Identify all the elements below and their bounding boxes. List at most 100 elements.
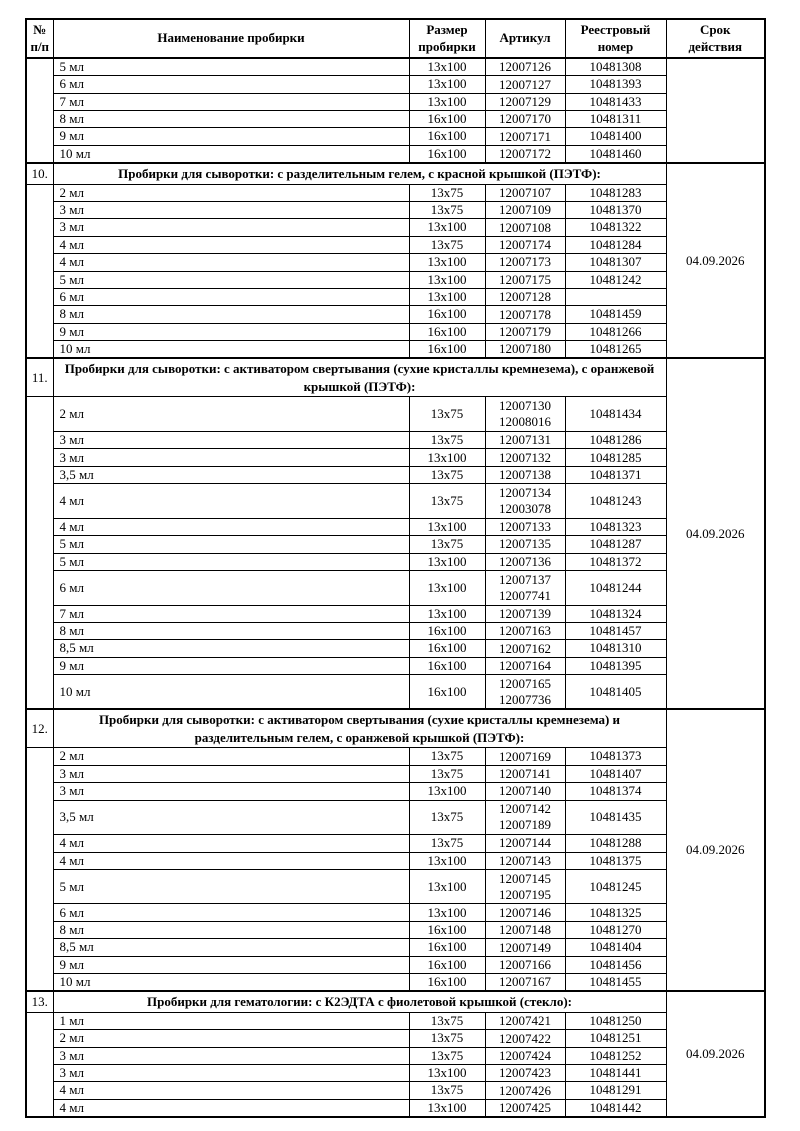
tube-size-cell: 13x100 bbox=[408, 903, 486, 922]
col-header-registry: Реестровый номер bbox=[564, 18, 667, 59]
section-title-cell: Пробирки для сыворотки: с активатором св… bbox=[52, 357, 667, 398]
registry-number-cell: 10481243 bbox=[564, 483, 667, 519]
tube-size-cell: 13x75 bbox=[408, 1046, 486, 1066]
tube-size-cell: 13x100 bbox=[408, 287, 486, 307]
table-row: 1 мл 13x75 12007421 10481250 bbox=[25, 1011, 765, 1118]
article-value: 12007195 bbox=[499, 886, 551, 902]
article-cell: 12007133 bbox=[484, 517, 566, 537]
registry-number-cell: 10481405 bbox=[564, 674, 667, 710]
registry-number-cell: 10481283 bbox=[564, 183, 667, 203]
tube-size-cell: 13x75 bbox=[408, 465, 486, 485]
table-row: 3 мл 13x100 12007423 10481441 bbox=[26, 1064, 765, 1083]
tube-size-cell: 13x75 bbox=[408, 1011, 486, 1031]
registry-number-cell: 10481404 bbox=[564, 938, 667, 957]
article-value: 12007134 bbox=[499, 485, 551, 501]
tube-size-cell: 16x100 bbox=[408, 973, 486, 992]
tube-name-cell: 8 мл bbox=[52, 621, 410, 641]
article-value: 12007171 bbox=[499, 128, 551, 144]
table-row: 7 мл 13x100 12007129 10481433 bbox=[26, 92, 765, 112]
tube-name-cell: 10 мл bbox=[52, 144, 410, 164]
tube-name-cell: 10 мл bbox=[52, 674, 410, 710]
article-value: 12007109 bbox=[499, 202, 551, 218]
article-cell: 12007166 bbox=[484, 955, 566, 975]
article-cell: 12007171 bbox=[484, 127, 566, 146]
registry-number-cell: 10481252 bbox=[564, 1046, 667, 1066]
article-cell: 12007146 bbox=[484, 903, 566, 922]
tube-size-cell: 13x100 bbox=[408, 604, 486, 623]
registry-number-cell: 10481374 bbox=[564, 782, 667, 801]
article-cell: 12007179 bbox=[484, 322, 566, 342]
article-value: 12007736 bbox=[499, 691, 551, 707]
tube-size-cell: 13x75 bbox=[408, 235, 486, 255]
tube-name-cell: 6 мл bbox=[52, 570, 410, 606]
article-value: 12007128 bbox=[499, 289, 551, 305]
table-row: 4 мл 13x75 12007134 12003078 10481243 bbox=[26, 483, 765, 519]
tube-name-cell: 9 мл bbox=[52, 127, 410, 146]
col-header-validity: Срок действия bbox=[665, 18, 766, 59]
article-value: 12007424 bbox=[499, 1047, 551, 1063]
registry-number-cell: 10481407 bbox=[564, 764, 667, 784]
registry-number-cell: 10481435 bbox=[564, 799, 667, 836]
article-value: 12007163 bbox=[499, 623, 551, 639]
registry-number-cell: 10481251 bbox=[564, 1029, 667, 1048]
registry-number-cell: 10481286 bbox=[564, 431, 667, 450]
table-row: 3 мл 13x75 12007109 10481370 bbox=[26, 200, 765, 220]
registry-number-cell: 10481245 bbox=[564, 868, 667, 905]
table-row: 3,5 мл 13x75 12007142 12007189 10481435 bbox=[26, 799, 765, 836]
article-value: 12007167 bbox=[499, 974, 551, 990]
tube-name-cell: 2 мл bbox=[52, 747, 410, 766]
tube-name-cell: 8 мл bbox=[52, 305, 410, 324]
tube-name-cell: 5 мл bbox=[52, 57, 410, 77]
article-cell: 12007135 bbox=[484, 535, 566, 554]
article-value: 12007139 bbox=[499, 605, 551, 621]
registry-number-cell: 10481460 bbox=[564, 144, 667, 164]
section-header-row: 13. Пробирки для гематологии: с К2ЭДТА с … bbox=[25, 990, 766, 1118]
article-cell: 12007142 12007189 bbox=[484, 799, 566, 836]
article-cell: 12007143 bbox=[484, 851, 566, 870]
tube-name-cell: 3 мл bbox=[52, 431, 410, 450]
tube-name-cell: 2 мл bbox=[52, 1029, 410, 1048]
row-number-cell bbox=[25, 1011, 54, 1118]
tube-size-cell: 13x75 bbox=[408, 535, 486, 554]
table-row: 4 мл 13x100 12007133 10481323 bbox=[26, 517, 765, 537]
table-row: 9 мл 16x100 12007166 10481456 bbox=[26, 955, 765, 975]
tube-size-cell: 16x100 bbox=[408, 656, 486, 676]
registry-number-cell: 10481375 bbox=[564, 851, 667, 870]
registry-number-cell: 10481322 bbox=[564, 218, 667, 237]
article-value: 12007127 bbox=[499, 76, 551, 92]
article-cell: 12007145 12007195 bbox=[484, 868, 566, 905]
tube-name-cell: 5 мл bbox=[52, 868, 410, 905]
table-row: 3 мл 13x75 12007424 10481252 bbox=[26, 1046, 765, 1066]
table-header: № п/п Наименование пробирки Размер проби… bbox=[25, 18, 766, 59]
table-row: 8 мл 16x100 12007170 10481311 bbox=[26, 110, 765, 129]
article-value: 12007421 bbox=[499, 1013, 551, 1029]
article-cell: 12007164 bbox=[484, 656, 566, 676]
registry-number-cell: 10481393 bbox=[564, 75, 667, 94]
section-number-cell: 12. bbox=[25, 708, 54, 749]
col-header-name: Наименование пробирки bbox=[52, 18, 410, 59]
tube-size-cell: 13x75 bbox=[408, 747, 486, 766]
tube-size-cell: 16x100 bbox=[408, 955, 486, 975]
tube-size-cell: 13x75 bbox=[408, 834, 486, 853]
registry-number-cell: 10481287 bbox=[564, 535, 667, 554]
table-row: 4 мл 13x75 12007174 10481284 bbox=[26, 235, 765, 255]
article-value: 12007142 bbox=[499, 801, 551, 817]
article-cell: 12007137 12007741 bbox=[484, 570, 566, 606]
validity-cell: 04.09.2026 bbox=[665, 357, 766, 710]
tube-size-cell: 13x100 bbox=[408, 218, 486, 237]
article-value: 12007180 bbox=[499, 341, 551, 357]
tube-size-cell: 16x100 bbox=[408, 621, 486, 641]
article-value: 12007173 bbox=[499, 254, 551, 270]
registry-number-cell: 10481441 bbox=[564, 1064, 667, 1083]
article-cell: 12007136 bbox=[484, 552, 566, 572]
article-value: 12007178 bbox=[499, 306, 551, 322]
tube-name-cell: 4 мл bbox=[52, 235, 410, 255]
tube-size-cell: 13x100 bbox=[408, 253, 486, 272]
table-row: 5 мл 13x100 12007175 10481242 bbox=[26, 270, 765, 289]
article-value: 12007169 bbox=[499, 748, 551, 764]
registry-number-cell: 10481308 bbox=[564, 57, 667, 77]
tubes-table: № п/п Наименование пробирки Размер проби… bbox=[25, 18, 766, 1119]
table-row: 8 мл 16x100 12007148 10481270 bbox=[26, 920, 765, 940]
registry-number-cell: 10481285 bbox=[564, 448, 667, 467]
article-value: 12007132 bbox=[499, 449, 551, 465]
